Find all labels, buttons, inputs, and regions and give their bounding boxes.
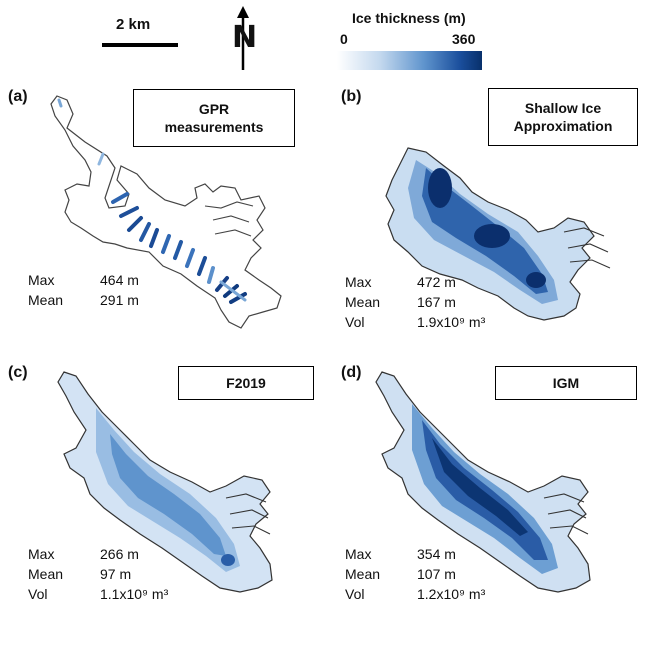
glacier-tributary (563, 227, 611, 269)
stat-max-value: 464 m (100, 272, 139, 288)
legend-max-label: 360 (452, 31, 476, 47)
panel-title: IGM (495, 366, 637, 400)
panel-letter: (d) (341, 364, 362, 381)
thickness-core (474, 224, 510, 248)
glacier-map (57, 371, 273, 593)
stat-mean-value: 107 m (417, 566, 456, 582)
panel-letter: (a) (8, 88, 28, 105)
stat-max-value: 266 m (100, 546, 139, 562)
legend-title: Ice thickness (m) (352, 10, 466, 26)
stat-mean-value: 291 m (100, 292, 139, 308)
panel-stats: Max 464 m Mean 291 m (28, 270, 139, 310)
stat-mean-value: 97 m (100, 566, 132, 582)
panel-title: GPR measurements (133, 89, 295, 147)
stat-max-label: Max (345, 274, 372, 290)
stat-vol-value: 1.9x10⁹ m³ (417, 314, 486, 330)
glacier-map (50, 95, 282, 329)
panel-title-line1: Shallow Ice (524, 99, 602, 116)
panel-title-line1: IGM (552, 374, 580, 391)
thickness-core (428, 168, 452, 208)
stat-mean-label: Mean (28, 292, 64, 308)
panel-title: Shallow Ice Approximation (488, 88, 638, 146)
glacier-tributary (225, 493, 271, 535)
stat-max-value: 472 m (417, 274, 456, 290)
legend-min-label: 0 (340, 31, 348, 47)
panel-sia: (b) Shallow Ice Approximation Max 472 m M… (323, 80, 646, 385)
stat-vol-label: Vol (345, 586, 365, 602)
legend-color-ramp (337, 51, 482, 70)
stat-max-value: 354 m (417, 546, 456, 562)
stat-max-label: Max (28, 546, 55, 562)
panel-stats: Max 354 m Mean 107 m Vol 1.2x10⁹ m³ (345, 544, 485, 604)
scale-bar (102, 43, 178, 47)
north-arrow-icon (237, 6, 249, 70)
stat-mean-label: Mean (28, 566, 64, 582)
glacier-tributary (543, 493, 589, 535)
panel-gpr: (a) GPR measurements Max 464 m Mean 291 (0, 80, 323, 385)
stat-vol-label: Vol (345, 314, 365, 330)
panel-stats: Max 472 m Mean 167 m Vol 1.9x10⁹ m³ (345, 272, 485, 332)
thickness-deep (110, 434, 226, 556)
panel-stats: Max 266 m Mean 97 m Vol 1.1x10⁹ m³ (28, 544, 168, 604)
glacier-map (385, 147, 611, 321)
panel-letter: (b) (341, 88, 362, 105)
gpr-profiles (57, 98, 247, 304)
thickness-core (432, 438, 528, 536)
panel-title-line2: measurements (164, 119, 264, 135)
stat-vol-label: Vol (28, 586, 48, 602)
panel-title-line2: Approximation (513, 118, 613, 134)
thickness-core (221, 554, 235, 566)
stat-mean-label: Mean (345, 566, 381, 582)
panel-igm: (d) IGM Max 354 m Mean 107 m Vol 1.2x10⁹ m³ (323, 358, 646, 663)
glacier-map (375, 371, 591, 593)
glacier-tributary (204, 201, 254, 237)
stat-max-label: Max (345, 546, 372, 562)
glacier-outline (50, 95, 282, 329)
thickness-core (526, 272, 546, 288)
stat-max-label: Max (28, 272, 55, 288)
panel-title-line1: GPR (198, 100, 230, 117)
panel-letter: (c) (8, 364, 28, 381)
panel-f2019: (c) F2019 Max 266 m Mean 97 m Vol 1.1x10⁹ m… (0, 358, 323, 663)
panel-title-line1: F2019 (226, 374, 266, 391)
panel-title: F2019 (178, 366, 314, 400)
stat-mean-label: Mean (345, 294, 381, 310)
north-arrow-letter: N (232, 20, 258, 55)
stat-vol-value: 1.2x10⁹ m³ (417, 586, 486, 602)
stat-vol-value: 1.1x10⁹ m³ (100, 586, 169, 602)
scale-bar-label: 2 km (116, 16, 151, 33)
stat-mean-value: 167 m (417, 294, 456, 310)
